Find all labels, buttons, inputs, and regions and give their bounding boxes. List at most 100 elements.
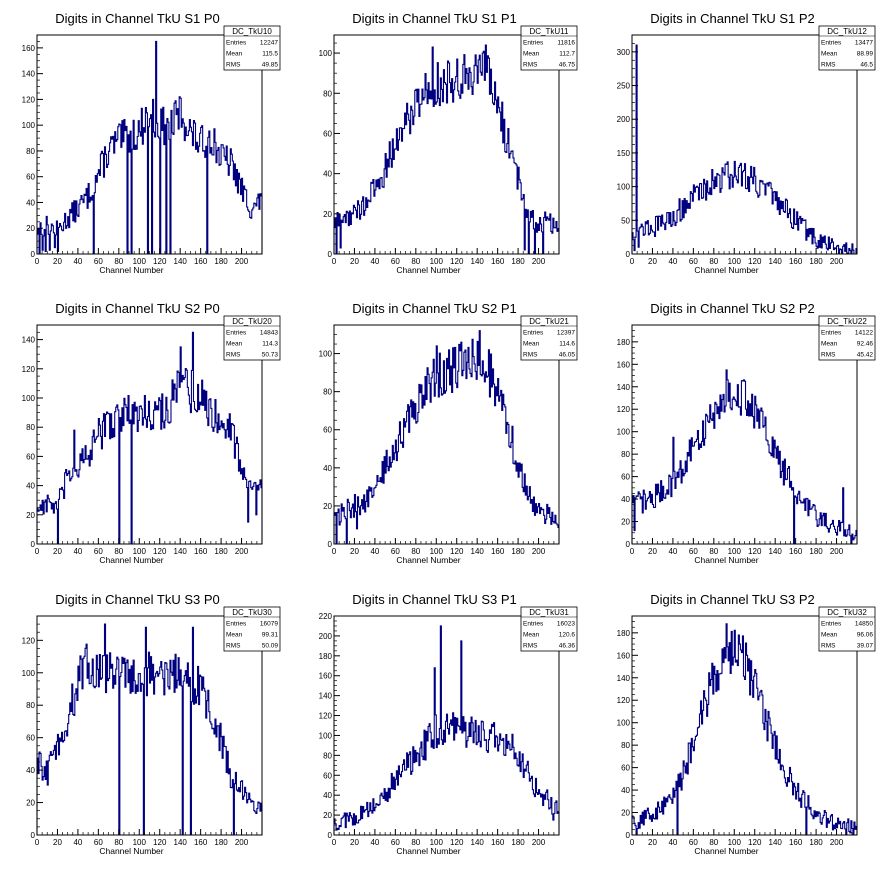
x-tick-label: 60 (391, 838, 400, 847)
stats-value: 92.46 (857, 341, 874, 348)
x-tick-label: 60 (391, 257, 400, 266)
stats-value: 88.99 (857, 51, 874, 58)
y-tick-label: 160 (22, 44, 36, 53)
stats-label: Entries (523, 621, 544, 628)
y-tick-label: 40 (621, 495, 630, 504)
x-tick-label: 40 (668, 257, 677, 266)
x-tick-label: 0 (332, 838, 337, 847)
x-tick-label: 200 (830, 257, 844, 266)
panel-title: Digits in Channel TkU S2 P1 (352, 301, 517, 316)
x-tick-label: 160 (789, 838, 803, 847)
histogram-series (333, 330, 560, 545)
stats-label: Entries (821, 40, 842, 47)
x-tick-label: 60 (689, 257, 698, 266)
stats-value: 16023 (557, 621, 575, 628)
x-axis-label: Channel Number (396, 555, 460, 565)
x-tick-label: 180 (809, 547, 823, 556)
x-tick-label: 160 (491, 547, 505, 556)
stats-label: RMS (226, 352, 241, 359)
x-tick-label: 40 (668, 547, 677, 556)
y-tick-label: 180 (319, 652, 333, 661)
x-tick-label: 20 (648, 838, 657, 847)
y-tick-label: 0 (31, 831, 36, 840)
stats-value: 14850 (855, 621, 873, 628)
stats-value: 114.6 (559, 341, 575, 348)
x-tick-label: 160 (194, 838, 208, 847)
x-tick-label: 60 (94, 547, 103, 556)
stats-label: Entries (226, 621, 247, 628)
y-tick-label: 60 (26, 734, 35, 743)
x-tick-label: 100 (728, 257, 742, 266)
stats-label: Mean (821, 341, 838, 348)
y-tick-label: 50 (621, 216, 630, 225)
x-tick-label: 180 (214, 547, 228, 556)
stats-value: 112.7 (559, 51, 575, 58)
y-tick-label: 220 (319, 612, 333, 621)
y-tick-label: 60 (621, 473, 630, 482)
stats-label: Mean (821, 632, 838, 639)
x-tick-label: 180 (511, 838, 525, 847)
y-tick-label: 20 (26, 511, 35, 520)
x-tick-label: 180 (809, 257, 823, 266)
x-tick-label: 40 (370, 547, 379, 556)
x-tick-label: 20 (648, 547, 657, 556)
stats-box: DC_TkU12 Entries 13477 Mean 88.99 RMS 46.5 (818, 25, 876, 71)
x-tick-label: 100 (430, 838, 444, 847)
x-tick-label: 20 (53, 257, 62, 266)
y-tick-label: 120 (22, 636, 36, 645)
y-tick-label: 80 (26, 701, 35, 710)
stats-box: DC_TkU11 Entries 11816 Mean 112.7 RMS 46.75 (520, 25, 578, 71)
y-tick-label: 20 (26, 799, 35, 808)
y-tick-label: 140 (22, 336, 36, 345)
stats-value: 99.31 (262, 632, 279, 639)
stats-label: Entries (523, 330, 544, 337)
stats-value: 115.5 (262, 51, 278, 58)
x-tick-label: 200 (235, 838, 249, 847)
x-axis-label: Channel Number (99, 265, 163, 275)
x-tick-label: 60 (391, 547, 400, 556)
y-tick-label: 0 (626, 831, 631, 840)
panel-title: Digits in Channel TkU S1 P0 (55, 11, 220, 26)
x-tick-label: 120 (450, 838, 464, 847)
x-tick-label: 0 (332, 547, 337, 556)
stats-label: Entries (226, 40, 247, 47)
x-tick-label: 200 (830, 547, 844, 556)
stats-label: Mean (226, 51, 243, 58)
x-tick-label: 120 (450, 547, 464, 556)
x-tick-label: 0 (630, 257, 635, 266)
histogram-series (36, 623, 263, 836)
stats-label: Mean (226, 341, 243, 348)
stats-name: DC_TkU12 (827, 27, 867, 36)
y-tick-label: 0 (328, 831, 333, 840)
x-tick-label: 140 (471, 547, 485, 556)
stats-label: Mean (523, 51, 540, 58)
stats-box: DC_TkU21 Entries 12397 Mean 114.6 RMS 46.05 (520, 315, 578, 361)
stats-name: DC_TkU11 (530, 27, 570, 36)
x-tick-label: 200 (532, 257, 546, 266)
y-tick-label: 160 (319, 672, 333, 681)
panel-title: Digits in Channel TkU S2 P0 (55, 301, 220, 316)
stats-box: DC_TkU10 Entries 12247 Mean 115.5 RMS 49.85 (223, 25, 281, 71)
x-tick-label: 60 (94, 838, 103, 847)
y-tick-label: 40 (323, 170, 332, 179)
y-tick-label: 120 (617, 405, 631, 414)
y-tick-label: 60 (323, 771, 332, 780)
histogram-panel-6: Digits in Channel TkU S2 P2 0 20 40 60 80 100 1… (617, 301, 876, 565)
y-tick-label: 40 (26, 482, 35, 491)
x-tick-label: 40 (73, 257, 82, 266)
stats-value: 14843 (260, 330, 278, 337)
x-tick-label: 160 (789, 547, 803, 556)
stats-label: RMS (821, 352, 836, 359)
x-tick-label: 80 (411, 838, 420, 847)
y-tick-label: 0 (328, 540, 333, 549)
y-tick-label: 0 (31, 540, 36, 549)
stats-label: RMS (523, 62, 538, 69)
x-tick-label: 0 (35, 838, 40, 847)
x-tick-label: 0 (630, 838, 635, 847)
x-tick-label: 120 (153, 547, 167, 556)
y-tick-label: 60 (26, 173, 35, 182)
x-tick-label: 180 (809, 838, 823, 847)
histogram-series (631, 623, 858, 836)
